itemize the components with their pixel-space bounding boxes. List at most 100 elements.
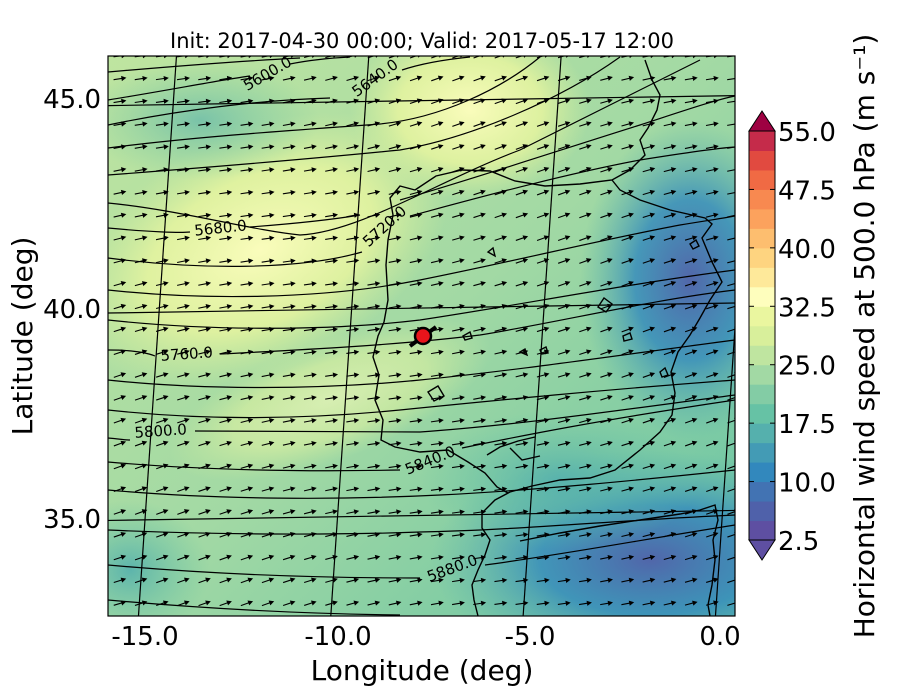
wind-arrow — [198, 167, 212, 173]
wind-arrow — [621, 75, 635, 81]
wind-arrow — [346, 75, 360, 82]
wind-arrow — [557, 212, 571, 219]
wind-arrow — [557, 189, 571, 196]
wind-arrow — [409, 463, 423, 469]
wind-arrow — [600, 280, 613, 287]
wind-arrow — [557, 417, 571, 424]
wind-arrow — [409, 554, 423, 561]
wind-arrow — [113, 144, 127, 150]
wind-arrow — [388, 577, 402, 583]
wind-arrow — [219, 304, 233, 310]
wind-arrow — [536, 372, 550, 378]
wind-arrow — [325, 281, 339, 287]
wind-arrow — [557, 486, 571, 492]
wind-arrow — [494, 189, 508, 196]
wind-arrow — [388, 98, 402, 104]
wind-arrow — [536, 509, 550, 515]
wind-arrow — [684, 326, 698, 333]
wind-arrow — [727, 98, 735, 104]
wind-arrow — [684, 349, 698, 356]
wind-arrow — [282, 395, 296, 401]
wind-arrow — [642, 144, 656, 150]
wind-arrow — [261, 463, 275, 469]
wind-arrow — [367, 418, 381, 424]
wind-arrow — [452, 75, 465, 82]
wind-arrow — [451, 486, 465, 492]
wind-arrow — [515, 440, 529, 447]
colorbar-band — [749, 442, 775, 463]
wind-arrow — [177, 395, 190, 401]
wind-arrow — [409, 189, 423, 196]
wind-arrow — [325, 486, 338, 492]
wind-arrow — [727, 281, 735, 287]
wind-arrow — [113, 167, 127, 173]
colorbar-tick-label: 2.5 — [778, 527, 819, 557]
wind-arrow — [706, 417, 719, 424]
wind-arrow — [282, 167, 296, 173]
wind-arrow — [367, 486, 381, 492]
wind-arrow — [642, 463, 656, 470]
wind-arrow — [240, 372, 254, 378]
wind-arrow — [113, 509, 127, 515]
wind-arrow — [727, 326, 735, 333]
wind-arrow — [156, 417, 169, 424]
wind-arrow — [727, 212, 735, 218]
wind-arrow — [134, 463, 148, 470]
colorbar-band — [749, 169, 775, 190]
wind-arrow — [219, 349, 233, 355]
wind-arrow — [600, 349, 613, 356]
wind-arrow — [621, 554, 635, 560]
wind-arrow — [240, 349, 254, 355]
wind-arrow — [134, 509, 148, 515]
wind-arrow — [684, 98, 698, 104]
wind-arrow — [240, 509, 254, 515]
wind-arrow — [134, 577, 148, 584]
wind-arrow — [579, 212, 592, 219]
wind-arrow — [282, 281, 296, 287]
wind-arrow — [134, 281, 148, 287]
wind-arrow — [705, 577, 719, 583]
wind-arrow — [684, 303, 698, 310]
wind-arrow — [325, 532, 338, 538]
wind-arrow — [621, 98, 635, 104]
wind-arrow — [409, 349, 423, 355]
colorbar-band — [749, 462, 775, 483]
wind-arrow — [409, 372, 423, 378]
wind-arrow — [177, 258, 190, 264]
wind-arrow — [642, 167, 656, 173]
wind-arrow — [684, 258, 698, 264]
wind-arrow — [303, 98, 317, 104]
wind-arrow — [727, 486, 735, 493]
wind-arrow — [219, 531, 232, 538]
wind-arrow — [409, 577, 423, 583]
wind-arrow — [663, 326, 677, 333]
wind-arrow — [346, 304, 360, 310]
wind-arrow — [240, 417, 254, 424]
wind-arrow — [600, 532, 613, 538]
wind-arrow — [198, 281, 212, 287]
wind-arrow — [325, 258, 339, 264]
wind-arrow — [198, 372, 211, 378]
colorbar-extend-max — [748, 110, 776, 132]
wind-arrow — [684, 463, 698, 470]
wind-arrow — [177, 326, 190, 332]
wind-arrow — [579, 349, 592, 356]
wind-arrow — [325, 395, 339, 401]
wind-arrow — [219, 121, 233, 127]
wind-arrow — [282, 440, 296, 446]
wind-arrow — [727, 167, 735, 173]
wind-arrow — [431, 75, 444, 82]
wind-arrow — [727, 144, 735, 150]
wind-arrow — [600, 600, 613, 606]
wind-arrow — [409, 395, 423, 401]
colorbar-tick-label: 32.5 — [778, 293, 836, 323]
wind-arrow — [367, 281, 381, 287]
wind-arrow — [473, 144, 486, 150]
wind-arrow — [663, 75, 677, 81]
wind-arrow — [579, 395, 592, 401]
wind-arrow — [367, 509, 381, 515]
wind-arrow — [579, 440, 592, 446]
wind-arrow — [494, 75, 507, 82]
wind-arrow — [705, 167, 719, 173]
wind-arrow — [282, 235, 296, 241]
